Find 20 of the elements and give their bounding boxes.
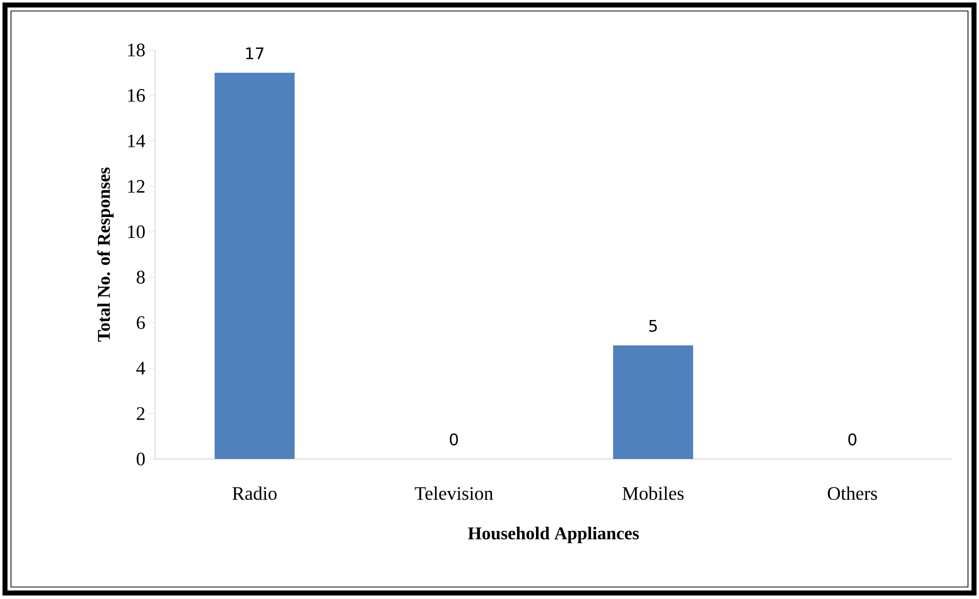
data-label: 0 <box>848 433 856 446</box>
x-tick-label: Mobiles <box>622 486 684 500</box>
y-tick-label: 2 <box>136 407 144 420</box>
x-tick-label: Others <box>828 486 878 500</box>
y-tick-label: 12 <box>128 180 144 193</box>
y-axis-title: Total No. of Responses <box>97 168 114 342</box>
y-tick-label: 14 <box>128 134 146 148</box>
y-tick-label: 6 <box>136 316 145 330</box>
y-tick-label: 8 <box>136 270 145 284</box>
data-label: 17 <box>246 48 264 60</box>
y-tick-label: 10 <box>128 225 145 238</box>
x-tick-label: Television <box>414 486 494 500</box>
y-tick-label: 16 <box>128 89 145 102</box>
y-tick-label: 4 <box>136 362 146 374</box>
y-tick-label: 0 <box>136 452 145 466</box>
data-label: 0 <box>450 433 458 446</box>
data-label: 5 <box>649 320 657 332</box>
y-tick-label: 18 <box>128 44 145 56</box>
x-axis-title: Household Appliances <box>468 526 639 544</box>
x-tick-label: Radio <box>232 486 277 500</box>
